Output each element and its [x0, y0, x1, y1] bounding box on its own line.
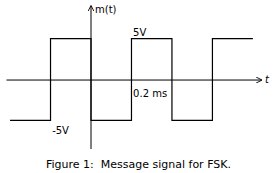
signal-line	[10, 39, 253, 121]
annotation: 0.2 ms	[133, 88, 167, 99]
annotation: -5V	[52, 125, 69, 136]
x-axis-label: t	[265, 74, 270, 85]
y-axis-label: m(t)	[95, 4, 117, 15]
chart: m(t) t 5V -5V 0.2 ms Figure 1: Message signal…	[0, 0, 277, 173]
x-axis	[7, 80, 262, 81]
x-axis-line	[7, 80, 262, 81]
annotation: 5V	[133, 27, 146, 38]
plot-area: m(t) t 5V -5V 0.2 ms	[7, 4, 271, 149]
title: Figure 1: Message signal for FSK.	[46, 158, 231, 171]
marks	[10, 39, 253, 121]
